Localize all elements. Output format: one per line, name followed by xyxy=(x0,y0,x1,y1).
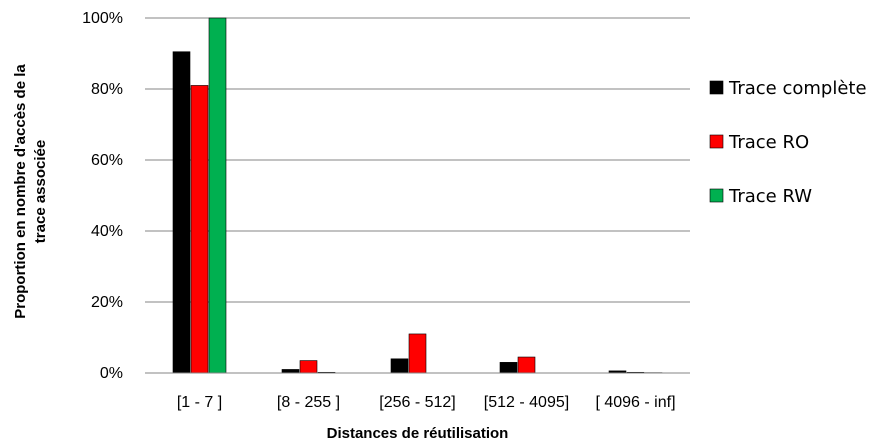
y-tick-label: 20% xyxy=(91,294,123,311)
legend-label-trace-rw: Trace RW xyxy=(728,186,812,207)
y-axis-title-line-2: trace associée xyxy=(32,140,49,243)
bar-trace-ro-1 xyxy=(299,360,318,374)
bar-trace-compl-te-2 xyxy=(390,358,409,374)
y-tick-label: 100% xyxy=(82,10,123,27)
y-tick-label: 80% xyxy=(91,81,123,98)
bar-trace-ro-3 xyxy=(517,356,536,374)
x-axis-title: Distances de réutilisation xyxy=(327,425,509,442)
legend-swatch-trace-compl-te xyxy=(709,80,724,95)
bar-trace-compl-te-1 xyxy=(281,369,300,374)
gridlines xyxy=(145,17,690,303)
x-tick-label: [512 - 4095] xyxy=(484,394,569,411)
x-tick-label: [256 - 512] xyxy=(379,394,456,411)
y-tick-label: 0% xyxy=(100,365,123,382)
y-tick-label: 60% xyxy=(91,152,123,169)
bar-trace-compl-te-0 xyxy=(172,51,191,374)
bar-trace-compl-te-3 xyxy=(499,362,518,374)
x-axis-ticks: [1 - 7 ] [8 - 255 ] [256 - 512] [512 - 4095… xyxy=(177,394,676,411)
x-tick-label: [ 4096 - inf] xyxy=(595,394,675,411)
legend-label-trace-ro: Trace RO xyxy=(728,132,809,153)
legend-label-trace-compl-te: Trace complète xyxy=(728,78,867,99)
bar-trace-ro-0 xyxy=(190,85,209,374)
legend-swatch-trace-rw xyxy=(709,188,724,203)
y-axis-title-line-1: Proportion en nombre d'accès de la xyxy=(12,64,29,319)
x-tick-label: [8 - 255 ] xyxy=(277,394,340,411)
y-axis-ticks: 0% 20% 40% 60% 80% 100% xyxy=(82,10,123,382)
x-tick-label: [1 - 7 ] xyxy=(177,394,222,411)
bar-trace-rw-0 xyxy=(208,17,227,374)
bars xyxy=(172,17,663,374)
y-tick-label: 40% xyxy=(91,223,123,240)
legend: Trace complète Trace RO Trace RW xyxy=(709,78,867,207)
legend-swatch-trace-ro xyxy=(709,134,724,149)
bar-trace-ro-2 xyxy=(408,333,427,374)
